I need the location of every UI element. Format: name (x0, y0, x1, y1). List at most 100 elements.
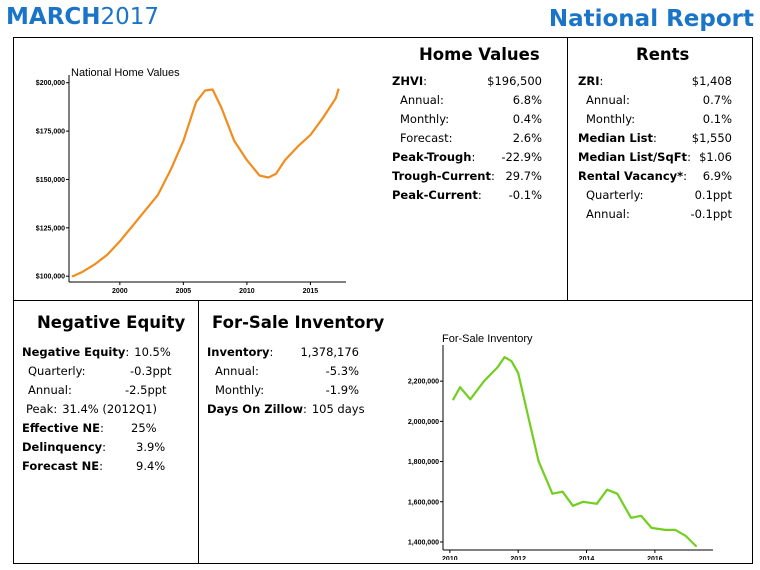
stat-value: 2.6% (512, 131, 542, 145)
stat-row: Monthly: 0.4% (392, 112, 542, 127)
data-point (337, 88, 340, 91)
x-tick-label: 2010 (239, 288, 255, 295)
data-point (510, 360, 513, 362)
data-point (267, 176, 270, 179)
chart-title: National Home Values (71, 67, 180, 79)
data-point (220, 107, 223, 109)
stat-value: 31.4% (2012Q1) (62, 402, 157, 416)
stat-label: Annual: (215, 364, 259, 378)
x-tick-label: 2014 (579, 556, 595, 560)
stat-label: ZHVI: (392, 74, 428, 88)
data-point (296, 145, 299, 148)
stat-label: Median List: (578, 131, 657, 145)
home-values-title: Home Values (419, 45, 540, 64)
chart-title: For-Sale Inventory (442, 333, 533, 345)
stat-label: Quarterly: (28, 364, 86, 378)
stat-label: ZRI: (578, 74, 604, 88)
data-point (118, 240, 121, 243)
data-point (204, 89, 206, 92)
report-year: 2017 (100, 4, 160, 30)
stat-label: Annual: (586, 93, 630, 107)
report-month: MARCH (6, 4, 101, 30)
stat-value: 3.9% (136, 440, 166, 454)
data-point (582, 500, 584, 503)
stat-value: $196,500 (487, 74, 542, 88)
stat-label: Peak: (26, 402, 58, 416)
stat-row: Annual: 6.8% (392, 93, 542, 108)
x-tick-label: 2005 (176, 288, 192, 295)
rents-title: Rents (636, 45, 690, 64)
stat-label: Peak-Trough: (392, 150, 476, 164)
stat-row: Annual: -0.1ppt (578, 207, 732, 222)
data-point (674, 529, 677, 531)
stat-row: Peak-Trough: -22.9% (392, 150, 542, 165)
stat-row: Days On Zillow: 105 days (207, 402, 365, 416)
stat-value: 0.4% (512, 112, 542, 126)
data-point (334, 97, 337, 100)
stat-value: -5.3% (325, 364, 359, 378)
series-line (71, 88, 340, 278)
stat-value: 0.7% (702, 93, 732, 107)
stat-value: $1.06 (699, 150, 732, 164)
stat-label: Median List/SqFt: (578, 150, 691, 164)
data-point (483, 380, 485, 383)
rents-divider (567, 37, 568, 300)
data-point (650, 527, 653, 529)
stat-value: 0.1ppt (694, 188, 732, 202)
stat-label: Negative Equity: (22, 345, 130, 359)
data-point (695, 545, 697, 547)
stat-label: Quarterly: (586, 188, 644, 202)
data-point (517, 372, 520, 374)
stat-value: -0.3ppt (130, 364, 172, 378)
data-point (322, 116, 324, 119)
data-point (309, 134, 312, 136)
stat-value: -22.9% (501, 150, 542, 164)
inventory-chart: For-Sale Inventory 1,400,000 1,600,000 1,80… (408, 333, 713, 560)
data-point (275, 172, 277, 175)
stat-value: 6.9% (702, 169, 732, 183)
stat-value: $1,550 (691, 131, 732, 145)
data-point (195, 101, 198, 103)
stat-row: Inventory: 1,378,176 (207, 345, 359, 360)
stat-value: -2.5ppt (125, 383, 167, 397)
stat-row: Annual: 0.7% (578, 93, 732, 108)
stat-label: Annual: (586, 207, 630, 221)
stat-label: Effective NE: (22, 421, 104, 435)
x-tick-label: 2015 (303, 288, 319, 295)
x-tick-label: 2012 (510, 556, 526, 560)
stat-row: Quarterly: 0.1ppt (578, 188, 732, 203)
stat-value: 10.5% (134, 345, 171, 359)
data-point (169, 168, 172, 171)
data-point (182, 139, 185, 142)
inventory-title: For-Sale Inventory (212, 313, 385, 332)
stat-row: Monthly: -1.9% (207, 383, 359, 398)
stat-value: 105 days (311, 402, 365, 416)
data-point (572, 504, 574, 507)
data-point (157, 194, 159, 196)
x-tick-label: 2000 (112, 288, 128, 295)
stat-value: -0.1% (508, 188, 542, 202)
data-point (71, 275, 74, 278)
stat-row: Median List: $1,550 (578, 131, 732, 146)
stat-label: Delinquency: (22, 440, 107, 454)
stat-value: $1,408 (691, 74, 732, 88)
stat-label: Forecast NE: (22, 459, 104, 473)
data-point (93, 263, 96, 266)
data-point (246, 159, 248, 161)
data-point (131, 225, 134, 227)
stat-label: Rental Vacancy*: (578, 169, 688, 183)
stat-label: Inventory: (207, 345, 274, 359)
data-point (630, 516, 632, 519)
report-month-year: MARCH2017 (6, 4, 159, 30)
data-point (106, 254, 108, 256)
y-tick-label: 1,400,000 (408, 539, 439, 546)
data-point (211, 88, 214, 91)
stat-label: Annual: (400, 93, 444, 107)
stat-row: ZRI: $1,408 (578, 74, 732, 89)
data-point (595, 502, 598, 505)
negative-equity-divider (198, 300, 199, 564)
y-tick-label: $175,000 (36, 129, 65, 136)
horizontal-divider (13, 300, 753, 301)
stat-value: -1.9% (325, 383, 359, 397)
stat-label: Monthly: (215, 383, 265, 397)
